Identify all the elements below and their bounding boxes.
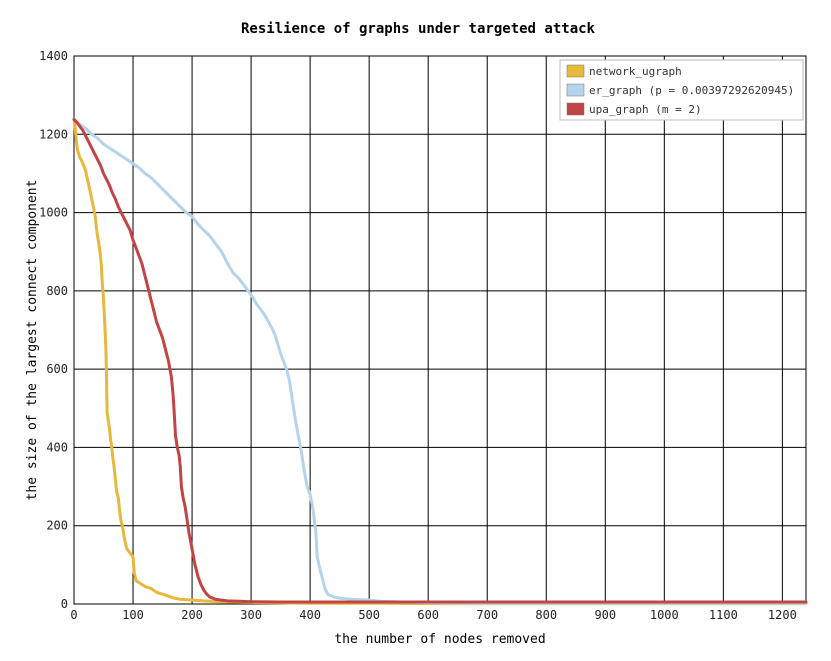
legend-box [559,59,804,121]
y-tick-label: 400 [46,440,68,454]
y-tick-label: 0 [61,597,68,611]
x-tick-label: 300 [240,608,262,622]
er-graph-line [72,117,808,605]
x-tick-label: 800 [535,608,557,622]
x-tick-label: 500 [358,608,380,622]
x-tick-label: 1000 [650,608,679,622]
x-tick-label: 700 [476,608,498,622]
y-tick-label: 600 [46,362,68,376]
y-axis-title: the size of the largest connect componen… [25,180,40,501]
legend-label-er-graph: er_graph (p = 0.00397292620945) [589,84,794,97]
chart-title: Resilience of graphs under targeted atta… [241,21,596,37]
legend-swatch-upa-graph [566,102,585,116]
legend-swatch-network-ugraph [566,64,585,78]
x-tick-label: 0 [70,608,77,622]
x-tick-label: 900 [594,608,616,622]
plot-area [73,55,807,605]
x-axis-title: the number of nodes removed [334,632,545,647]
y-axis-ticks: 0 200 400 600 800 1000 1200 1400 [39,49,68,611]
x-tick-label: 1100 [709,608,738,622]
legend: network_ugraph er_graph (p = 0.003972926… [559,59,804,121]
y-tick-label: 1200 [39,127,68,141]
x-tick-label: 400 [299,608,321,622]
x-tick-label: 100 [122,608,144,622]
network-ugraph-line [72,117,808,606]
grid [74,56,806,604]
y-tick-label: 200 [46,519,68,533]
y-tick-label: 1400 [39,49,68,63]
legend-swatch-er-graph [566,83,585,97]
x-tick-label: 200 [181,608,203,622]
x-tick-label: 1200 [768,608,797,622]
y-tick-label: 1000 [39,206,68,220]
x-axis-ticks: 0 100 200 300 400 500 600 700 800 900 1000 1100 1200 [70,608,796,622]
x-tick-label: 600 [417,608,439,622]
y-tick-label: 800 [46,284,68,298]
series-lines [72,117,808,606]
legend-label-upa-graph: upa_graph (m = 2) [589,103,702,116]
upa-graph-line [72,117,808,604]
legend-label-network-ugraph: network_ugraph [589,65,682,78]
